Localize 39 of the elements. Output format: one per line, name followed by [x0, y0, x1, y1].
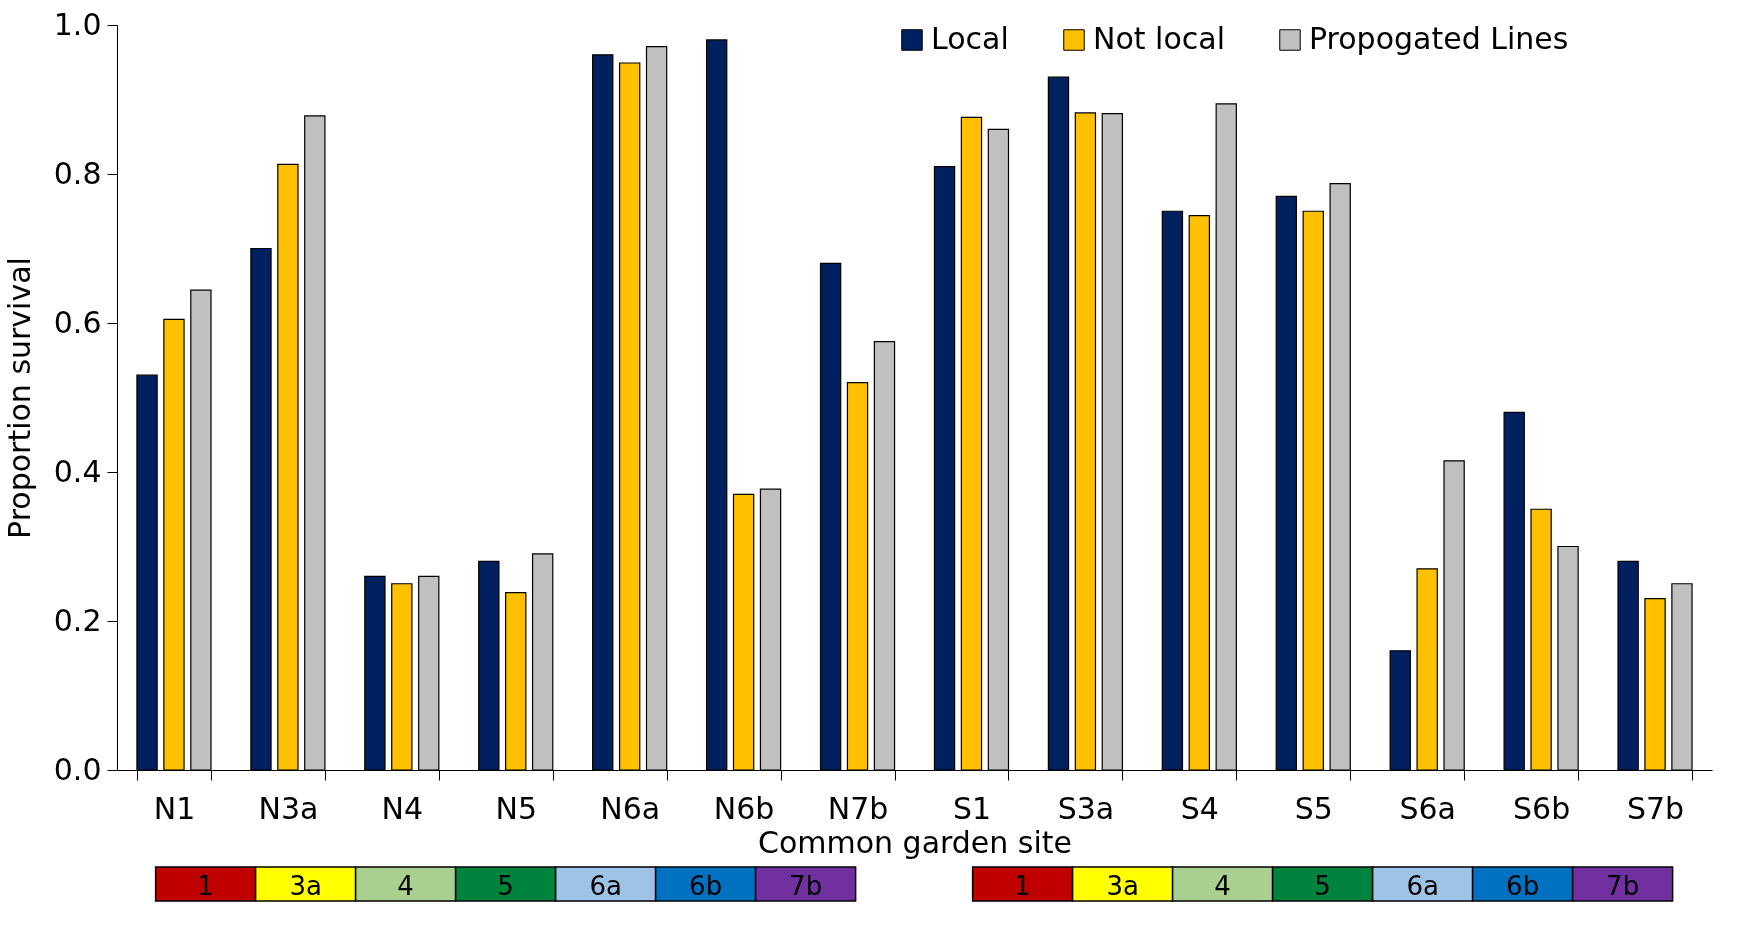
x-tick-label: N4: [381, 790, 424, 826]
x-tick-label: N3a: [258, 790, 319, 826]
x-tick-label: 1: [197, 871, 214, 901]
x-tick-label: 4: [397, 871, 414, 901]
x-tick-label: N1: [153, 790, 196, 826]
x-tick-label: 6b: [689, 871, 723, 901]
x-tick-label: S4: [1180, 790, 1219, 826]
y-tick-label: 0.8: [53, 155, 102, 191]
y-tick-label: 0.2: [53, 602, 102, 638]
legend-label: Propogated Lines: [1309, 21, 1569, 56]
x-tick-label: S3a: [1057, 790, 1115, 826]
x-tick-label: 4: [1214, 871, 1231, 901]
x-tick-label: 5: [1314, 871, 1331, 901]
x-tick-label: N5: [495, 790, 538, 826]
x-tick-label: 3a: [1106, 871, 1139, 901]
legend-label: Not local: [1093, 21, 1225, 56]
x-tick-label: S6a: [1399, 790, 1456, 826]
x-tick-label: 7b: [1606, 871, 1640, 901]
y-axis-title: Proportion survival: [1, 257, 37, 539]
x-tick-label: S1: [952, 790, 992, 826]
y-tick-label: 0.4: [53, 453, 102, 489]
x-axis-title: Common garden site: [757, 824, 1073, 860]
x-tick-label: N6b: [713, 790, 775, 826]
y-tick-label: 0.6: [53, 304, 102, 340]
legend-label: Local: [931, 21, 1009, 56]
x-tick-label: 1: [1014, 871, 1031, 901]
x-tick-label: 6b: [1506, 871, 1540, 901]
x-tick-label: N6a: [600, 790, 661, 826]
x-tick-label: 3a: [289, 871, 322, 901]
x-tick-label: S6b: [1513, 790, 1571, 826]
x-tick-label: 6a: [1406, 871, 1439, 901]
x-tick-label: 6a: [589, 871, 622, 901]
x-tick-label: N7b: [827, 790, 889, 826]
x-tick-label: S7b: [1626, 790, 1685, 826]
y-tick-label: 1.0: [53, 6, 102, 42]
x-tick-label: 7b: [789, 871, 823, 901]
y-tick-label: 0.0: [53, 751, 102, 787]
x-tick-label: S5: [1294, 790, 1333, 826]
x-tick-label: 5: [497, 871, 514, 901]
